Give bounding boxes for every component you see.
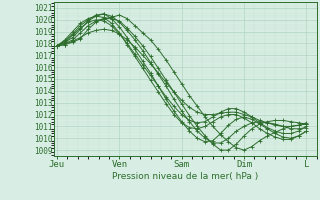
X-axis label: Pression niveau de la mer( hPa ): Pression niveau de la mer( hPa ): [112, 172, 259, 181]
